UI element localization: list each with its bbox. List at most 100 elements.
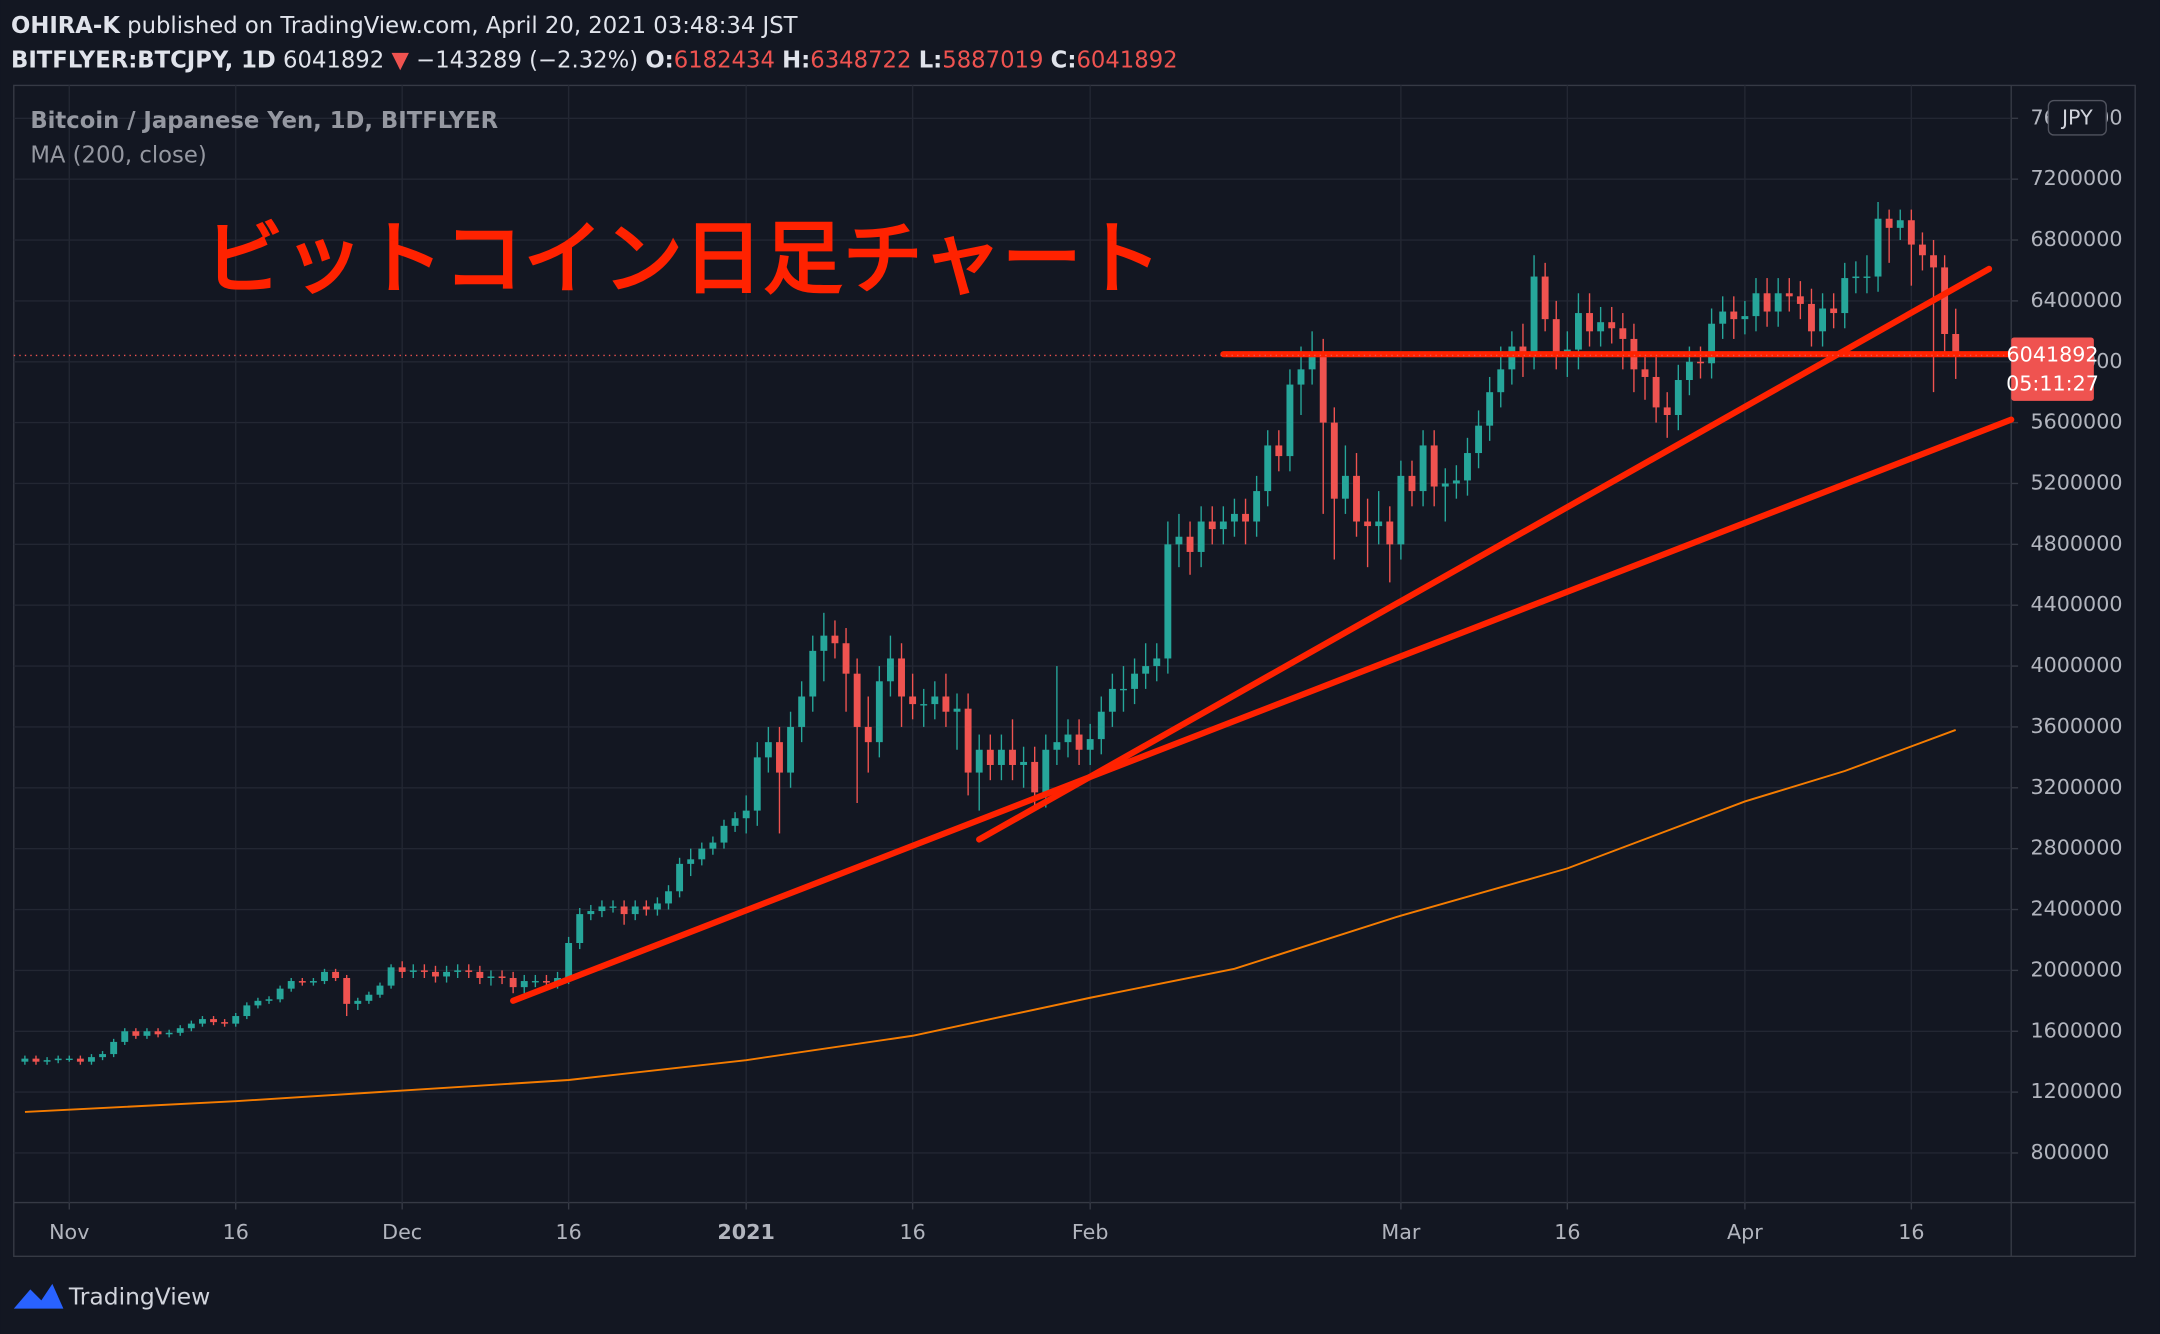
candle-body	[365, 994, 373, 1001]
high-label: H:	[782, 47, 810, 73]
ma-line	[24, 729, 1957, 1113]
y-tick-label: 2800000	[2030, 836, 2122, 860]
candle-body	[143, 1031, 151, 1036]
annotation: ビットコイン日足チャート	[204, 213, 1162, 306]
candle-body	[1685, 361, 1693, 381]
candle-body	[165, 1032, 173, 1035]
candle-body	[864, 726, 872, 743]
candle-body	[254, 1000, 262, 1006]
candle-body	[1330, 422, 1338, 499]
candle-body	[243, 1005, 251, 1017]
candle-body	[520, 981, 528, 988]
candle-body	[1131, 673, 1139, 689]
candle-body	[1586, 313, 1593, 332]
candle-body	[920, 704, 928, 706]
candle-body	[1341, 475, 1349, 499]
candle-body	[1497, 369, 1505, 393]
x-tick-label: 16	[899, 1220, 925, 1244]
change-arrow: ▼	[391, 47, 409, 73]
x-tick-label: Feb	[1072, 1220, 1109, 1244]
candle-body	[1608, 322, 1616, 329]
candle-body	[1219, 521, 1227, 530]
candle-body	[609, 906, 617, 908]
candle-body	[476, 971, 484, 978]
candle-body	[1142, 666, 1150, 674]
candle-body	[1619, 328, 1627, 339]
candle-body	[1941, 267, 1949, 334]
candle-body	[1819, 308, 1827, 332]
candle-body	[1108, 688, 1116, 712]
ma-legend: MA (200, close)	[30, 143, 206, 169]
candle-body	[443, 971, 451, 977]
high-value: 6348722	[810, 47, 911, 73]
candle-body	[1297, 369, 1305, 385]
candle-body	[631, 906, 639, 915]
candle-body	[1552, 319, 1560, 355]
candle-body	[1830, 308, 1838, 314]
x-tick-label: Nov	[49, 1220, 89, 1244]
candle-body	[742, 810, 750, 819]
candle-body	[931, 696, 939, 705]
candle-body	[1952, 333, 1960, 356]
chart-frame	[13, 84, 2136, 1257]
candle-body	[1264, 445, 1272, 492]
candle-body	[65, 1058, 73, 1061]
candle-body	[1097, 711, 1105, 740]
candle-body	[1208, 521, 1216, 530]
candle-body	[321, 971, 328, 982]
symbol: BITFLYER:BTCJPY, 1D	[11, 47, 276, 73]
candle-body	[620, 906, 628, 915]
candle-body	[432, 971, 439, 977]
candle-body	[398, 967, 406, 972]
candle-body	[1286, 384, 1294, 457]
candle-body	[909, 696, 917, 705]
candle-body	[820, 635, 828, 651]
candle-body	[1785, 293, 1793, 297]
candle-body	[1364, 521, 1372, 527]
candle-body	[1752, 293, 1760, 317]
price-label: 6041892	[2007, 342, 2099, 366]
candle-body	[653, 903, 661, 910]
candle-body	[88, 1057, 95, 1062]
candle-body	[1663, 407, 1671, 416]
candle-body	[121, 1031, 129, 1042]
candle-body	[842, 643, 850, 674]
trend-line	[976, 265, 1993, 843]
y-tick-label: 5600000	[2030, 410, 2122, 434]
candle-body	[1430, 445, 1438, 487]
candle-body	[409, 970, 417, 972]
candle-body	[354, 1000, 362, 1004]
candle-body	[886, 658, 894, 682]
candle-body	[376, 985, 384, 995]
candle-body	[498, 976, 506, 978]
candle-body	[1641, 369, 1649, 377]
candle-body	[731, 818, 739, 826]
candle-body	[787, 726, 795, 773]
y-tick-label: 4400000	[2030, 592, 2122, 616]
open-value: 6182434	[674, 47, 775, 73]
y-tick-label: 2400000	[2030, 897, 2122, 921]
candle-body	[1186, 536, 1194, 552]
y-tick-label: 6800000	[2030, 227, 2122, 251]
candle-body	[587, 911, 595, 915]
y-tick-label: 5200000	[2030, 470, 2122, 494]
candle-body	[21, 1058, 29, 1062]
candle-body	[276, 988, 284, 1000]
candle-body	[1441, 483, 1449, 487]
candle-body	[487, 976, 495, 978]
candle-body	[687, 859, 695, 864]
candle-body	[1164, 544, 1172, 659]
countdown: 05:11:27	[2006, 371, 2099, 395]
published: published on TradingView.com, April 20, …	[127, 13, 798, 39]
candle-body	[1353, 475, 1360, 522]
candle-body	[187, 1023, 195, 1029]
candle-body	[54, 1058, 62, 1061]
last-price: 6041892	[283, 47, 384, 73]
candle-body	[99, 1054, 107, 1058]
y-tick-label: 3200000	[2030, 775, 2122, 799]
candle-body	[454, 970, 462, 972]
currency-badge[interactable]	[2047, 99, 2107, 136]
candle-body	[975, 749, 983, 773]
candle-body	[798, 696, 806, 727]
candle-body	[598, 906, 606, 912]
